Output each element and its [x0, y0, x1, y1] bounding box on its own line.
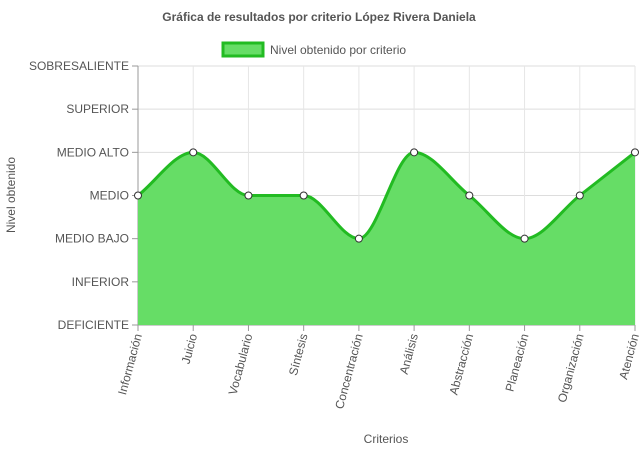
x-tick-label: Atención [616, 332, 639, 381]
x-tick-label: Planeación [503, 332, 532, 393]
x-tick-label: Organización [555, 332, 587, 404]
x-tick-label: Concentración [332, 332, 366, 410]
x-tick-label: Vocabulario [226, 332, 256, 397]
data-point[interactable] [189, 148, 198, 157]
x-tick-label: Juicio [179, 332, 201, 366]
data-point[interactable] [299, 191, 308, 200]
data-point[interactable] [575, 191, 584, 200]
x-axis-ticks: Información Juicio Vocabulario Síntesis Conc… [115, 325, 639, 411]
data-point[interactable] [244, 191, 253, 200]
chart-title: Gráfica de resultados por criterio López… [162, 10, 476, 24]
legend-swatch [221, 41, 265, 58]
data-point[interactable] [465, 191, 474, 200]
y-tick-label: MEDIO BAJO [55, 232, 129, 246]
series-area [137, 150, 636, 325]
y-axis-label: Nivel obtenido [4, 157, 18, 233]
y-tick-label: MEDIO ALTO [57, 145, 129, 159]
x-tick-label: Análisis [397, 332, 421, 376]
data-point[interactable] [631, 148, 639, 157]
y-tick-label: SUPERIOR [66, 102, 129, 116]
series-fill [138, 152, 635, 325]
y-axis-ticks: DEFICIENTE INFERIOR MEDIO BAJO MEDIO MEDIO A… [29, 59, 138, 332]
data-point[interactable] [134, 191, 142, 200]
legend: Nivel obtenido por criterio [221, 41, 406, 58]
data-point[interactable] [354, 234, 363, 243]
x-tick-label: Información [115, 332, 145, 396]
x-tick-label: Síntesis [286, 332, 311, 377]
y-tick-label: INFERIOR [72, 275, 130, 289]
data-point[interactable] [410, 148, 419, 157]
y-tick-label: SOBRESALIENTE [29, 59, 129, 73]
data-point[interactable] [520, 234, 529, 243]
legend-label: Nivel obtenido por criterio [270, 43, 406, 57]
series-points [134, 148, 639, 243]
x-tick-label: Abstracción [446, 332, 476, 396]
x-axis-label: Criterios [364, 432, 409, 446]
series-line [137, 150, 636, 241]
y-tick-label: MEDIO [90, 189, 129, 203]
y-tick-label: DEFICIENTE [58, 318, 129, 332]
